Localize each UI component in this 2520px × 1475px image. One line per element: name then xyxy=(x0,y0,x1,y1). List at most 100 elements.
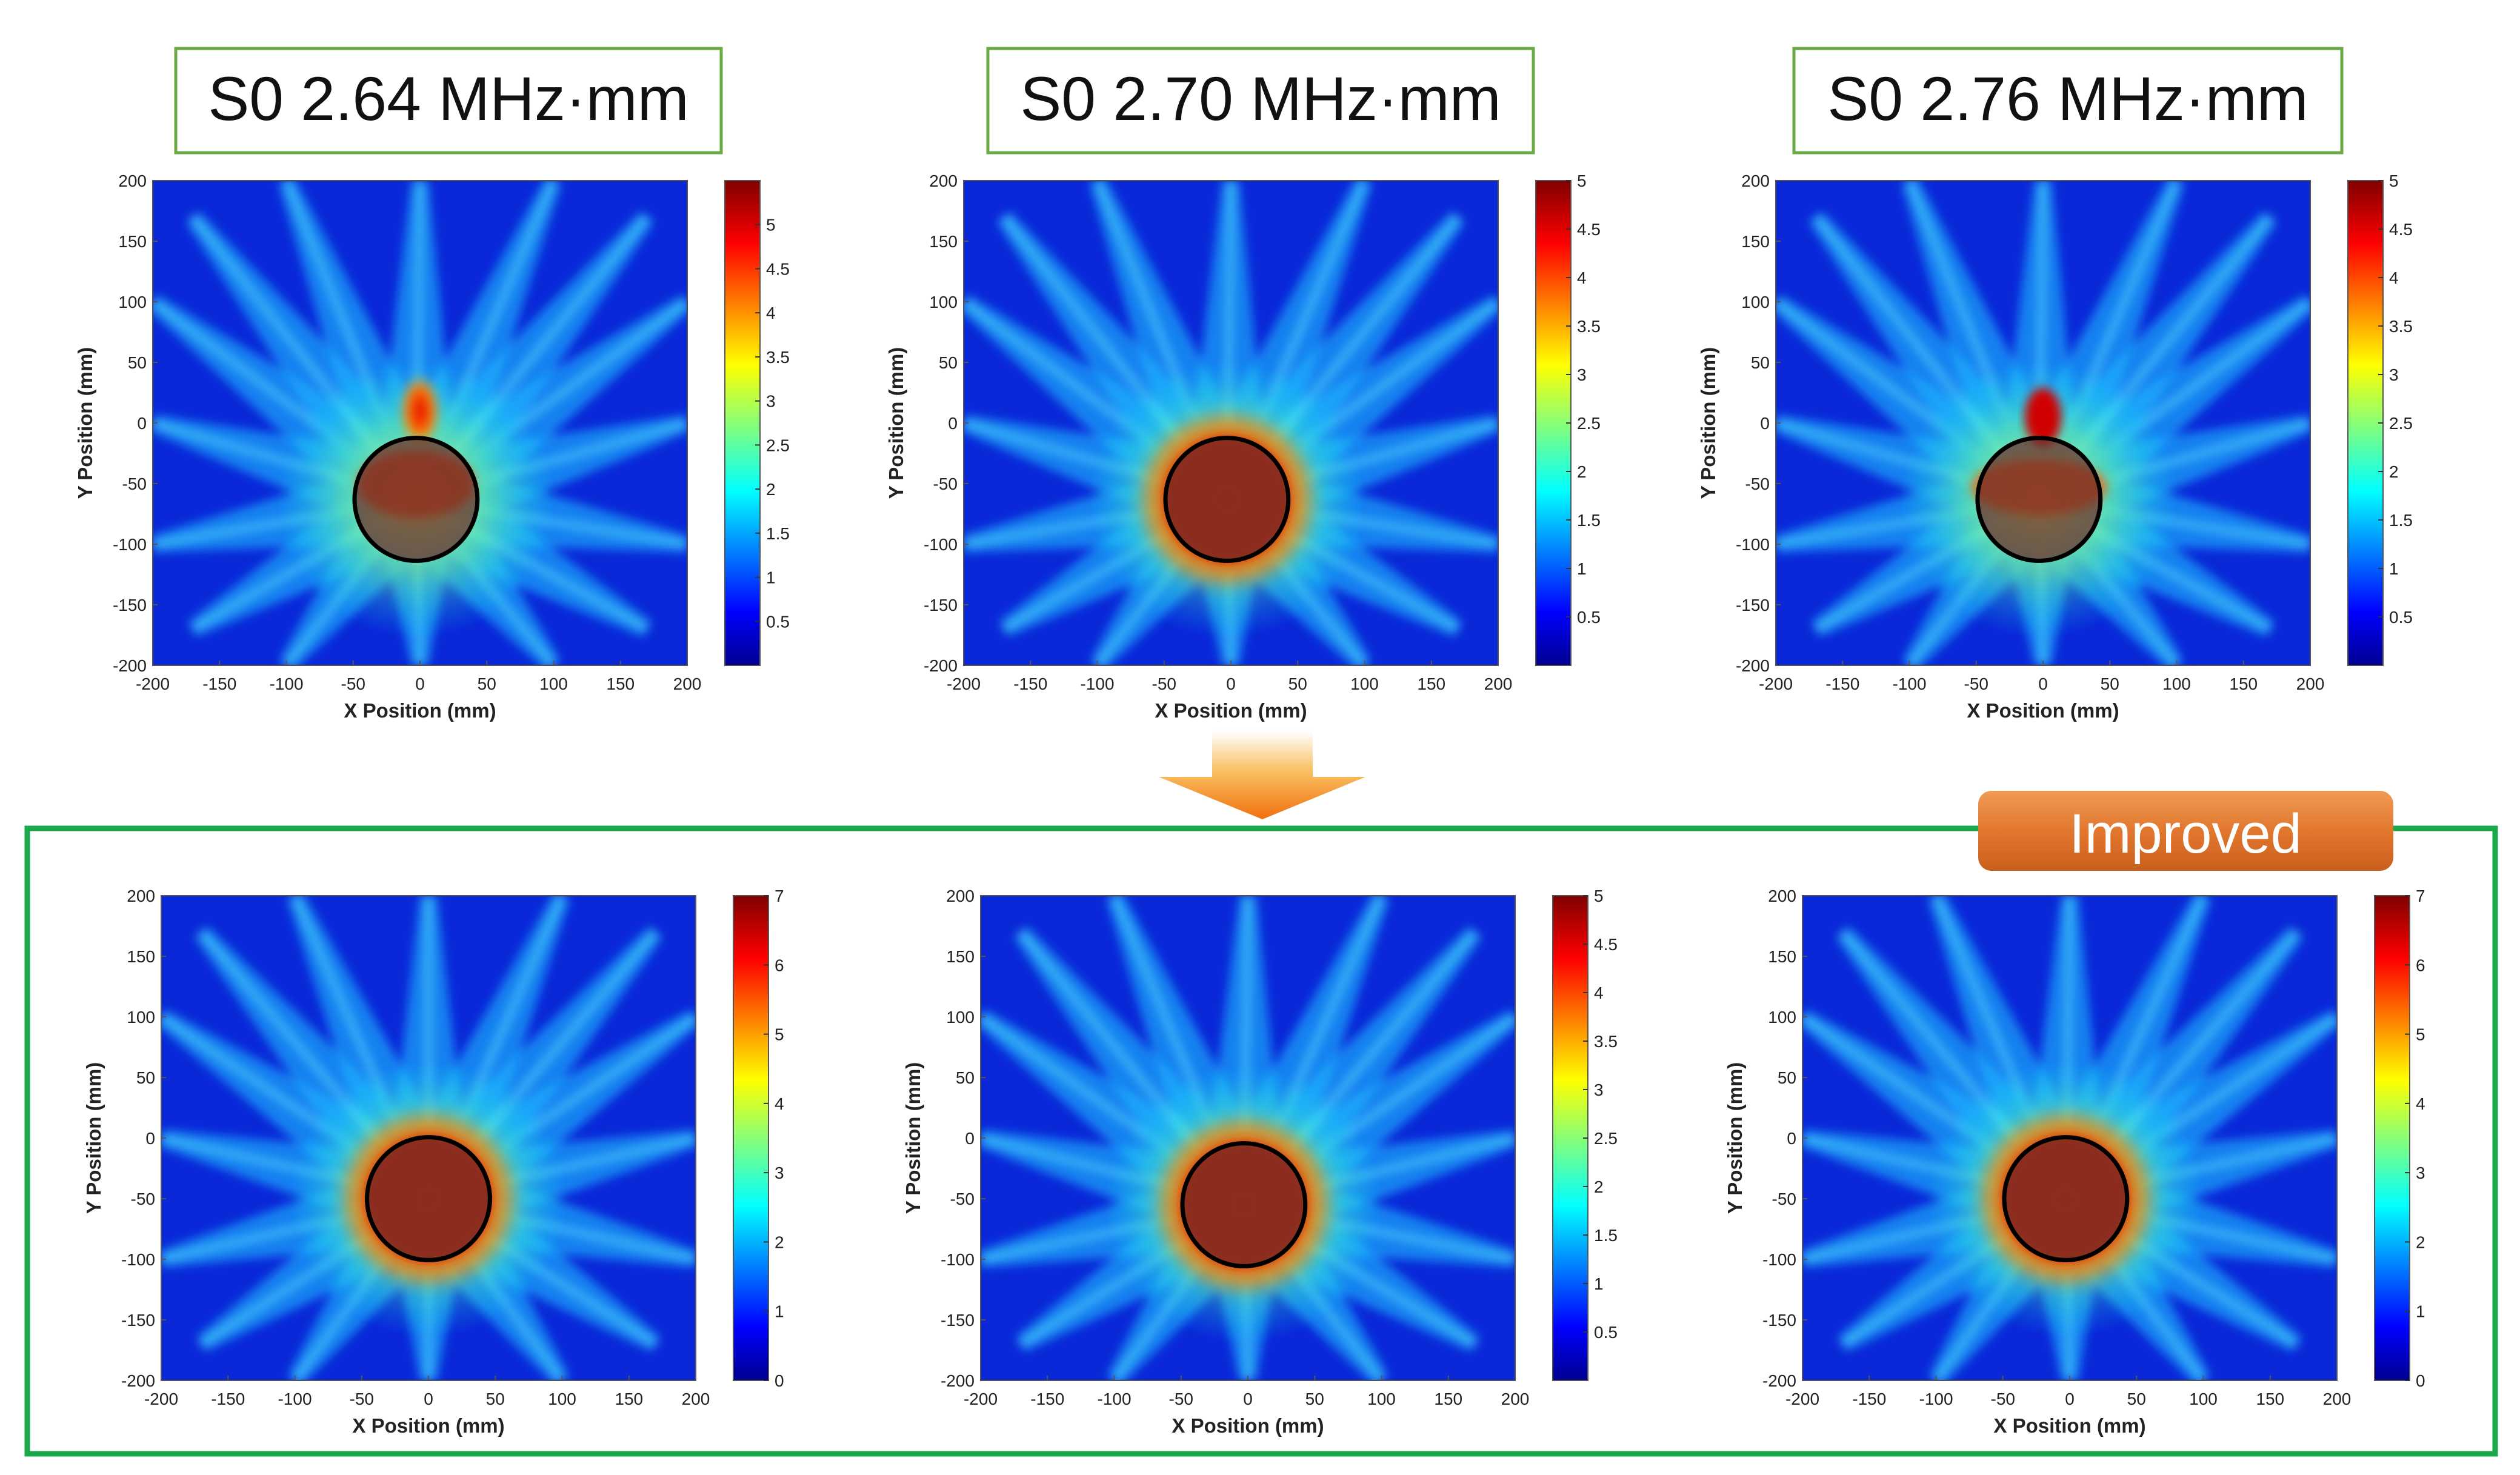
colorbar-tick-label: 1 xyxy=(2416,1302,2425,1321)
defect-outline xyxy=(2002,1135,2130,1262)
x-tick-label: 150 xyxy=(1417,674,1445,693)
heatmap-chart-2: S0 2.70 MHz·mm-200 -150 -100 -50 0 50 100 150 20… xyxy=(885,47,1601,722)
colorbar-tick-label: 2 xyxy=(1594,1177,1604,1196)
colorbar-tick-label: 2.5 xyxy=(766,436,790,454)
x-axis-label: X Position (mm) xyxy=(1967,699,2119,722)
x-tick-label: -150 xyxy=(211,1390,245,1408)
x-axis-label: X Position (mm) xyxy=(352,1414,504,1437)
y-tick-label: 150 xyxy=(1741,232,1770,251)
x-tick-label: 150 xyxy=(2256,1390,2284,1408)
x-tick-label: -150 xyxy=(202,674,236,693)
x-tick-label: -200 xyxy=(1759,674,1793,693)
colorbar-tick-label: 5 xyxy=(1594,887,1604,905)
x-tick-label: -200 xyxy=(947,674,981,693)
colorbar-tick-label: 3 xyxy=(1577,365,1587,384)
defect-outline xyxy=(1975,436,2103,563)
x-axis-label: X Position (mm) xyxy=(1155,699,1307,722)
y-tick-label: 50 xyxy=(939,353,958,372)
x-tick-label: -200 xyxy=(136,674,170,693)
x-tick-label: -100 xyxy=(269,674,303,693)
x-tick-label: 150 xyxy=(606,674,635,693)
y-tick-label: 100 xyxy=(946,1008,975,1027)
colorbar-tick-label: 0.5 xyxy=(1577,608,1601,627)
colorbar-tick-label: 6 xyxy=(775,956,784,974)
x-tick-label: 150 xyxy=(615,1390,643,1408)
colorbar-tick-label: 4 xyxy=(1577,268,1587,287)
x-axis-label: X Position (mm) xyxy=(344,699,496,722)
heatmap-chart-5: -200 -150 -100 -50 0 50 100 150 200 200 150 100 50 0 -… xyxy=(902,887,1618,1437)
y-tick-label: -50 xyxy=(1745,474,1770,493)
colorbar-tick-label: 1 xyxy=(1577,559,1587,578)
hotspot-upper xyxy=(2025,388,2061,446)
y-tick-label: 100 xyxy=(1741,293,1770,311)
y-tick-label: 0 xyxy=(1787,1129,1796,1148)
down-arrow-icon xyxy=(1159,731,1365,819)
plot-area xyxy=(1776,181,2310,665)
y-tick-label: 50 xyxy=(956,1068,975,1087)
colorbar xyxy=(2374,895,2410,1381)
defect-outline xyxy=(1180,1141,1308,1268)
y-tick-label: -200 xyxy=(113,656,147,675)
colorbar-tick-label: 3 xyxy=(775,1164,784,1182)
y-tick-label: -100 xyxy=(1762,1250,1796,1269)
colorbar-tick-label: 5 xyxy=(766,216,776,235)
title-box xyxy=(1792,47,2344,155)
x-tick-label: 50 xyxy=(1305,1390,1324,1408)
x-tick-label: -150 xyxy=(1030,1390,1064,1408)
y-tick-label: -100 xyxy=(121,1250,155,1269)
x-tick-label: 0 xyxy=(1226,674,1236,693)
x-axis-label: X Position (mm) xyxy=(1172,1414,1324,1437)
y-tick-label: 200 xyxy=(118,171,147,190)
y-tick-label: -150 xyxy=(924,596,958,614)
chart-title: S0 2.70 MHz·mm xyxy=(1020,64,1501,133)
y-tick-label: 200 xyxy=(929,171,958,190)
colorbar-tick-label: 4.5 xyxy=(2389,220,2413,239)
y-tick-label: -200 xyxy=(1762,1371,1796,1390)
x-tick-label: -200 xyxy=(144,1390,178,1408)
x-tick-label: 200 xyxy=(2296,674,2325,693)
colorbar-tick-label: 4.5 xyxy=(1594,935,1618,954)
x-tick-label: 100 xyxy=(1350,674,1379,693)
y-tick-label: -150 xyxy=(1736,596,1770,614)
chart-title: S0 2.76 MHz·mm xyxy=(1827,64,2308,133)
improved-badge: Improved xyxy=(1978,791,2393,871)
y-tick-label: 0 xyxy=(948,414,958,433)
y-tick-label: 50 xyxy=(128,353,147,372)
y-tick-label: -200 xyxy=(121,1371,155,1390)
colorbar-tick-label: 2 xyxy=(775,1233,784,1251)
colorbar-tick-label: 4 xyxy=(775,1094,784,1113)
x-tick-label: 150 xyxy=(1434,1390,1462,1408)
plot-area xyxy=(153,181,687,665)
colorbar-tick-label: 4 xyxy=(1594,984,1604,1002)
colorbar-tick-label: 0 xyxy=(2416,1371,2425,1390)
y-tick-label: -150 xyxy=(941,1311,975,1330)
colorbar-tick-label: 1 xyxy=(2389,559,2399,578)
colorbar-tick-label: 6 xyxy=(2416,956,2425,974)
colorbar-tick-label: 3.5 xyxy=(766,348,790,367)
heatmap-chart-1: S0 2.64 MHz·mm-200 -150 -100 -50 0 50 100 150 20… xyxy=(74,47,790,722)
colorbar-tick-label: 2.5 xyxy=(1594,1129,1618,1148)
colorbar xyxy=(1552,895,1588,1381)
x-axis-label: X Position (mm) xyxy=(1993,1414,2145,1437)
y-tick-label: 150 xyxy=(118,232,147,251)
colorbar-tick-label: 5 xyxy=(2389,171,2399,190)
y-tick-label: -100 xyxy=(924,535,958,554)
x-tick-label: 100 xyxy=(539,674,568,693)
y-axis-label: Y Position (mm) xyxy=(1697,347,1719,499)
colorbar xyxy=(733,895,769,1381)
defect-outline xyxy=(1163,436,1291,563)
x-tick-label: 200 xyxy=(2323,1390,2352,1408)
heatmap-chart-3: S0 2.76 MHz·mm-200 -150 -100 -50 0 50 100 150 20… xyxy=(1697,47,2413,722)
y-axis-label: Y Position (mm) xyxy=(885,347,907,499)
x-tick-label: -50 xyxy=(1964,674,1988,693)
defect-fill xyxy=(1182,1143,1305,1267)
colorbar-tick-label: 5 xyxy=(1577,171,1587,190)
y-tick-label: -100 xyxy=(113,535,147,554)
colorbar-tick-label: 5 xyxy=(2416,1025,2425,1044)
y-tick-label: 200 xyxy=(127,887,155,905)
x-tick-label: -200 xyxy=(1785,1390,1819,1408)
colorbar-tick-label: 4 xyxy=(2416,1094,2425,1113)
x-tick-label: -50 xyxy=(1991,1390,2015,1408)
colorbar-tick-label: 2 xyxy=(2416,1233,2425,1251)
